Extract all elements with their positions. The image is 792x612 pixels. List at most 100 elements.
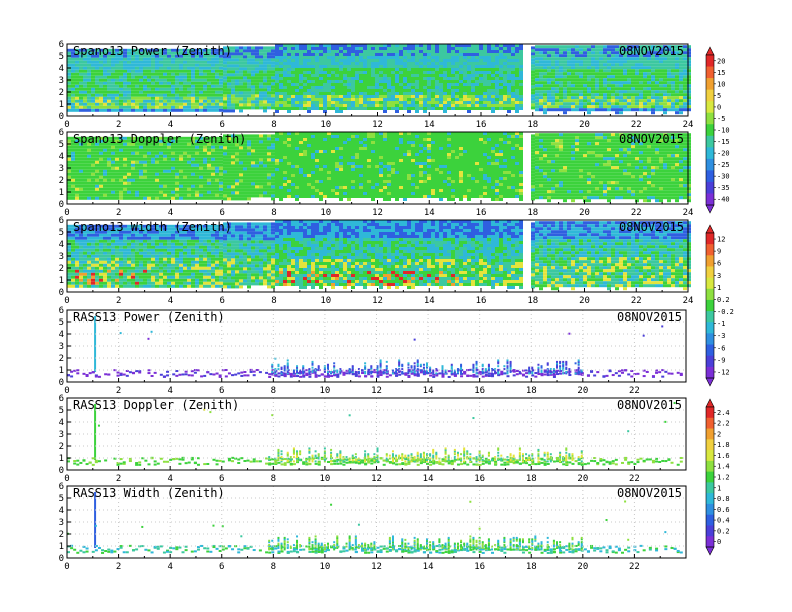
cell: [279, 192, 283, 195]
cell: [535, 87, 539, 91]
cell: [355, 107, 359, 110]
cell: [139, 54, 143, 58]
cell: [307, 92, 311, 95]
cell: [155, 151, 159, 155]
cell: [679, 63, 683, 67]
cell: [615, 63, 619, 67]
cell: [131, 69, 135, 73]
cell: [359, 144, 363, 147]
cell: [191, 160, 195, 164]
cell: [291, 183, 295, 186]
cell: [199, 187, 203, 191]
cell: [111, 75, 115, 79]
cell: [459, 92, 463, 95]
cell: [99, 136, 103, 140]
cell: [307, 165, 311, 168]
cell: [191, 105, 195, 109]
cell: [503, 62, 507, 65]
cell: [235, 164, 239, 168]
cell: [535, 78, 539, 82]
cell: [355, 165, 359, 168]
cell: [359, 62, 363, 65]
cell: [635, 69, 639, 73]
cell: [503, 74, 507, 77]
cell: [71, 99, 75, 103]
cell: [487, 53, 491, 56]
cell: [483, 71, 487, 74]
cell: [451, 98, 455, 101]
cell: [203, 87, 207, 91]
cell: [91, 157, 95, 161]
cell: [415, 56, 419, 59]
cell: [175, 169, 179, 173]
cell: [543, 96, 547, 100]
cell: [315, 86, 319, 89]
cell: [579, 99, 583, 103]
cell: [159, 57, 163, 61]
cell: [123, 172, 127, 176]
cell: [199, 166, 203, 170]
cell: [123, 145, 127, 149]
cell: [291, 168, 295, 171]
cell: [339, 74, 343, 77]
cell: [331, 71, 335, 74]
cell: [107, 66, 111, 70]
cell: [307, 98, 311, 101]
cell: [299, 80, 303, 83]
cell: [203, 151, 207, 155]
cell: [339, 198, 343, 201]
cell: [443, 65, 447, 68]
cell: [219, 63, 223, 67]
cell: [131, 87, 135, 91]
cell: [183, 99, 187, 103]
cell: [587, 87, 591, 91]
cell: [375, 68, 379, 71]
cell: [547, 48, 551, 52]
cell: [327, 138, 331, 141]
cell: [191, 99, 195, 103]
cell: [687, 87, 691, 91]
cell: [559, 87, 563, 91]
cell: [463, 98, 467, 101]
cell: [555, 90, 559, 94]
cell: [263, 85, 267, 89]
cell: [255, 152, 259, 156]
cell: [283, 165, 287, 168]
cell: [127, 63, 131, 67]
cell: [543, 54, 547, 58]
cell: [219, 69, 223, 73]
cell: [411, 47, 415, 50]
cell: [103, 102, 107, 106]
cell: [615, 48, 619, 52]
cell: [407, 107, 411, 110]
cell: [175, 81, 179, 85]
cell: [255, 49, 259, 53]
cell: [547, 102, 551, 106]
cell: [239, 106, 243, 110]
cell: [147, 48, 151, 52]
cell: [179, 87, 183, 91]
cell: [323, 104, 327, 107]
cell: [183, 181, 187, 185]
cell: [407, 53, 411, 56]
cell: [331, 159, 335, 162]
cell: [343, 147, 347, 150]
cell: [335, 95, 339, 98]
cell: [67, 69, 71, 73]
cell: [71, 93, 75, 97]
cell: [275, 171, 279, 174]
cell: [443, 80, 447, 83]
cell: [315, 71, 319, 74]
cell: [507, 104, 511, 107]
cell: [435, 56, 439, 59]
cell: [331, 80, 335, 83]
cell: [403, 95, 407, 98]
cell: [151, 78, 155, 82]
cell: [511, 71, 515, 74]
cell: [267, 85, 271, 89]
cell: [407, 74, 411, 77]
cell: [239, 185, 243, 189]
cell: [151, 175, 155, 179]
cell: [167, 75, 171, 79]
cell: [175, 108, 179, 112]
